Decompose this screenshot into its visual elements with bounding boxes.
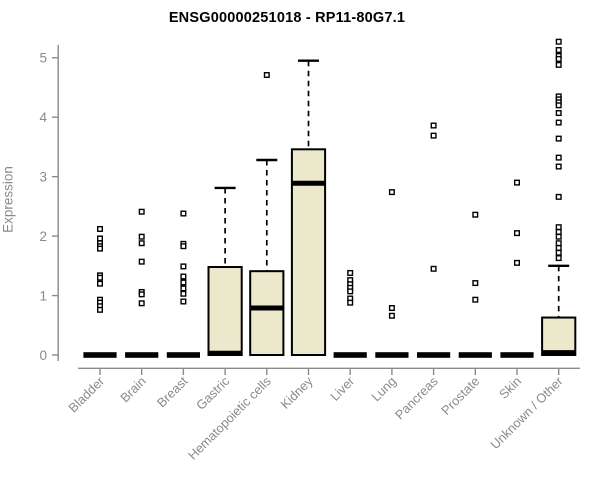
outlier-point bbox=[347, 299, 354, 306]
outlier-point bbox=[180, 285, 187, 292]
zero-bar-lung bbox=[375, 352, 409, 358]
outlier-point bbox=[555, 224, 562, 231]
zero-bar-liver bbox=[333, 352, 367, 358]
outlier-point bbox=[555, 240, 562, 247]
outlier-point bbox=[555, 119, 562, 126]
outlier-point bbox=[180, 279, 187, 286]
outlier-point bbox=[96, 280, 103, 287]
x-tick-label-prostate: Prostate bbox=[438, 374, 482, 418]
outlier-point bbox=[96, 306, 103, 313]
outlier-point bbox=[555, 228, 562, 235]
y-tick-label: 5 bbox=[39, 51, 47, 66]
outlier-point bbox=[555, 154, 562, 161]
y-tick-label: 1 bbox=[39, 288, 47, 303]
outlier-point bbox=[430, 132, 437, 139]
outlier-point bbox=[138, 208, 145, 215]
outlier-point bbox=[138, 300, 145, 307]
outlier-point bbox=[555, 163, 562, 170]
outlier-point bbox=[514, 179, 521, 186]
chart-title: ENSG00000251018 - RP11-80G7.1 bbox=[168, 10, 406, 26]
outlier-point bbox=[347, 288, 354, 295]
zero-bar-skin bbox=[500, 352, 534, 358]
x-tick-label-skin: Skin bbox=[496, 374, 524, 402]
outlier-point bbox=[555, 233, 562, 240]
outlier-point bbox=[138, 291, 145, 298]
y-tick-label: 3 bbox=[39, 169, 47, 184]
outlier-point bbox=[555, 193, 562, 200]
outlier-point bbox=[514, 259, 521, 266]
outlier-point bbox=[472, 211, 479, 218]
outlier-point bbox=[555, 55, 562, 62]
x-tick-label-brain: Brain bbox=[117, 374, 149, 406]
outlier-point bbox=[180, 290, 187, 297]
outlier-point bbox=[96, 225, 103, 232]
zero-bar-brain bbox=[125, 352, 159, 358]
zero-bar-bladder bbox=[83, 352, 117, 358]
outlier-point bbox=[180, 263, 187, 270]
outlier-point bbox=[388, 312, 395, 319]
y-tick-label: 0 bbox=[39, 348, 47, 363]
outlier-point bbox=[263, 71, 270, 78]
x-tick-label-breast: Breast bbox=[154, 373, 191, 410]
box-unknown-other bbox=[541, 316, 577, 357]
outlier-point bbox=[388, 189, 395, 196]
x-tick-label-bladder: Bladder bbox=[65, 373, 107, 415]
outlier-point bbox=[555, 47, 562, 54]
box-hematopoietic-cells bbox=[249, 270, 285, 357]
box-kidney bbox=[290, 148, 327, 356]
outlier-point bbox=[555, 249, 562, 256]
x-tick-label-liver: Liver bbox=[327, 373, 358, 404]
y-tick-label: 4 bbox=[39, 110, 47, 125]
outlier-point bbox=[180, 210, 187, 217]
outlier-point bbox=[430, 122, 437, 129]
box-gastric bbox=[207, 266, 243, 357]
outlier-point bbox=[472, 280, 479, 287]
outlier-point bbox=[180, 273, 187, 280]
outlier-point bbox=[555, 244, 562, 251]
outlier-point bbox=[555, 255, 562, 262]
outlier-point bbox=[138, 233, 145, 240]
outlier-point bbox=[555, 102, 562, 109]
outlier-point bbox=[555, 135, 562, 142]
outlier-point bbox=[138, 258, 145, 265]
outlier-point bbox=[430, 265, 437, 272]
outlier-point bbox=[96, 245, 103, 252]
outlier-point bbox=[555, 38, 562, 45]
outlier-point bbox=[555, 61, 562, 68]
outlier-point bbox=[96, 235, 103, 242]
y-tick-label: 2 bbox=[39, 229, 47, 244]
zero-bar-prostate bbox=[458, 352, 492, 358]
zero-bar-breast bbox=[166, 352, 200, 358]
outlier-point bbox=[388, 305, 395, 312]
outlier-point bbox=[514, 230, 521, 237]
outlier-point bbox=[555, 110, 562, 117]
outlier-point bbox=[138, 240, 145, 247]
x-tick-label-pancreas: Pancreas bbox=[392, 374, 441, 423]
outlier-point bbox=[96, 274, 103, 281]
x-tick-label-kidney: Kidney bbox=[277, 373, 316, 412]
zero-bar-pancreas bbox=[417, 352, 451, 358]
x-tick-label-unknown-other: Unknown / Other bbox=[487, 373, 566, 452]
outlier-point bbox=[472, 296, 479, 303]
x-tick-label-lung: Lung bbox=[368, 374, 399, 405]
outlier-point bbox=[180, 298, 187, 305]
outlier-point bbox=[180, 243, 187, 250]
outlier-point bbox=[347, 269, 354, 276]
x-tick-label-gastric: Gastric bbox=[193, 373, 233, 413]
